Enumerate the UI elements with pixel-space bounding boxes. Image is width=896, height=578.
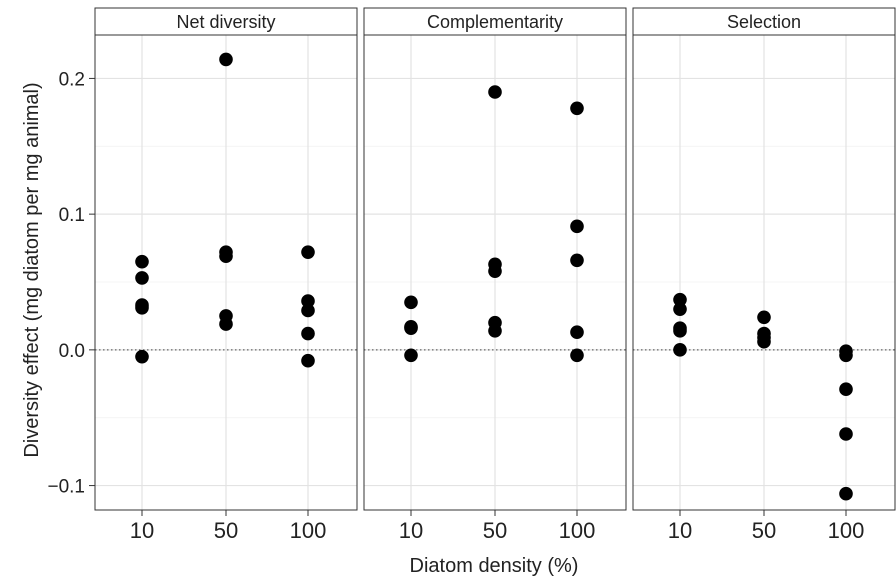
data-point: [570, 219, 584, 234]
data-point: [301, 294, 315, 308]
data-point: [135, 271, 149, 285]
data-point: [757, 334, 771, 349]
data-point: [757, 310, 771, 325]
data-point: [135, 300, 149, 315]
data-point: [673, 302, 687, 316]
y-tick-label: 0.0: [59, 341, 85, 362]
data-point: [301, 326, 315, 341]
facet-strip-label: Complementarity: [427, 12, 563, 32]
x-tick-label: 50: [752, 518, 776, 543]
data-point: [570, 325, 584, 340]
facet-panel: Net diversity 10 50 100: [94, 7, 358, 543]
y-tick-labels: −0.1 0.0 0.1 0.2: [47, 69, 95, 498]
x-axis-title: Diatom density (%): [410, 555, 579, 577]
data-point: [301, 353, 315, 368]
data-point: [488, 324, 502, 338]
facet-strip-label: Selection: [727, 12, 801, 32]
y-tick-label: 0.2: [59, 69, 85, 90]
data-point: [301, 245, 315, 259]
x-tick-label: 100: [828, 518, 865, 543]
x-tick-label: 10: [130, 518, 154, 543]
facet-panel: Complementarity 10 50 100: [363, 7, 627, 543]
data-point: [404, 348, 418, 363]
data-point: [839, 382, 853, 397]
data-point: [404, 295, 418, 310]
y-axis-title: Diversity effect (mg diatom per mg anima…: [21, 82, 43, 457]
data-point: [219, 52, 233, 67]
data-point: [570, 253, 584, 268]
x-tick-label: 50: [483, 518, 507, 543]
facet-strip: [94, 7, 358, 36]
data-point: [673, 324, 687, 338]
y-tick-label: −0.1: [47, 477, 85, 498]
data-point: [488, 264, 502, 278]
data-point: [135, 254, 149, 269]
data-point: [570, 348, 584, 363]
data-point: [673, 292, 687, 307]
x-tick-label: 10: [399, 518, 423, 543]
x-tick-label: 100: [290, 518, 327, 543]
data-point: [839, 486, 853, 501]
x-tick-label: 100: [559, 518, 596, 543]
x-tick-label: 50: [214, 518, 238, 543]
facet-strip: [632, 7, 896, 36]
data-point: [673, 343, 687, 357]
data-point: [839, 348, 853, 363]
data-point: [570, 101, 584, 116]
data-point: [301, 303, 315, 318]
data-point: [219, 317, 233, 331]
facet-panels: Net diversity 10 50 100 Complementarity 10 50 1…: [94, 7, 896, 543]
data-point: [135, 349, 149, 364]
facet-strip-label: Net diversity: [176, 12, 275, 32]
data-point: [488, 85, 502, 99]
x-tick-label: 10: [668, 518, 692, 543]
facet-strip: [363, 7, 627, 36]
facet-panel: Selection 10 50 100: [632, 7, 896, 543]
data-point: [219, 249, 233, 264]
data-point: [839, 427, 853, 441]
y-tick-label: 0.1: [59, 205, 85, 226]
data-point: [404, 321, 418, 335]
